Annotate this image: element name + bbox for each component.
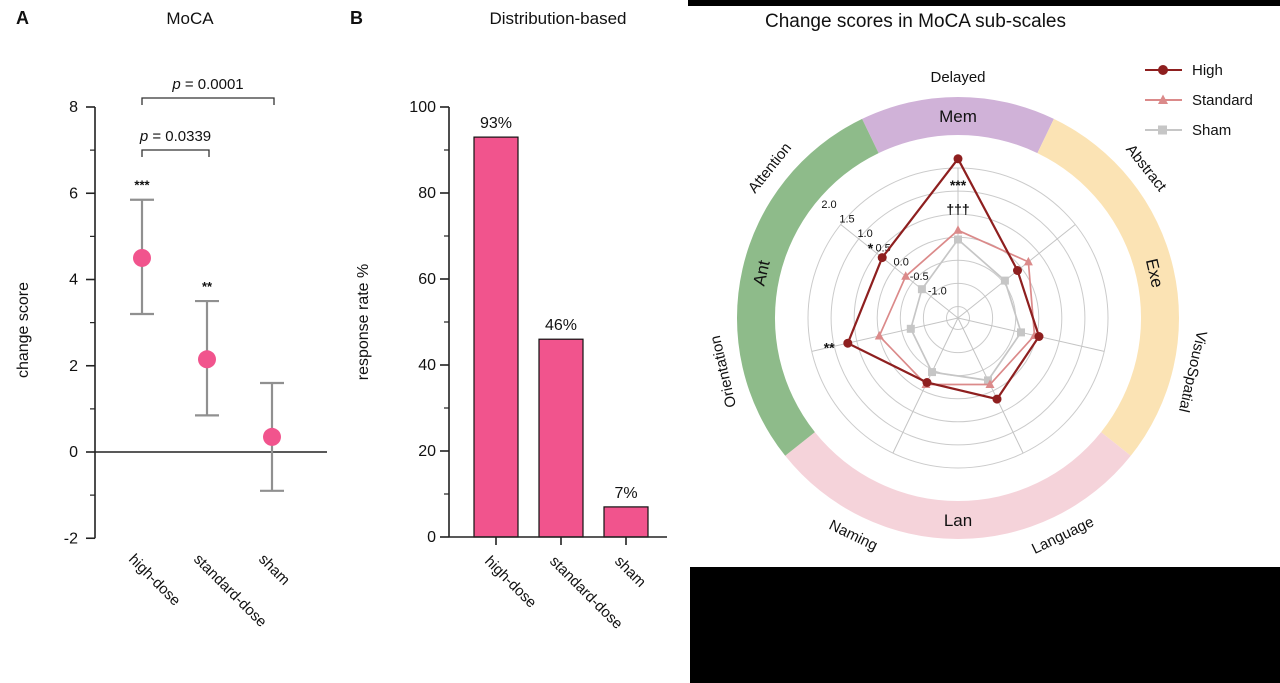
legend-label-Sham: Sham [1192,122,1231,139]
x-category-label: high-dose [481,553,540,612]
vertex-Standard-Abstract [1023,256,1033,266]
radar-series-Standard [878,229,1036,386]
comparison-bracket [141,149,210,157]
data-point-high-dose [133,248,151,267]
bar-sham [603,506,649,538]
radar-significance-***: *** [950,177,967,193]
vertex-High-Attention [877,253,887,263]
y-tick-label: 100 [409,99,436,116]
vertex-Sham-Attention [917,285,926,294]
data-point-sham [263,427,281,446]
legend-label-High: High [1192,62,1223,79]
panel-a-letter: A [16,8,29,28]
vertex-Standard-Attention [901,271,911,280]
vertex-Sham-Naming [928,368,936,377]
y-tick-label: 60 [418,271,436,288]
bar-value-label: 93% [480,115,512,132]
moca-change-score-plot: -2 0 2 4 6 8 change score p = 0.0001 p = 0.0339 *… [15,76,327,631]
vertex-High-Abstract [1013,266,1022,275]
vertex-Sham-Orientation [906,324,915,333]
vertex-Sham-Abstract [1000,276,1009,285]
bar-value-label: 7% [614,485,637,502]
radar-significance-*: * [868,240,874,256]
vertex-High-Delayed [953,154,963,164]
y-axis-title: change score [15,282,32,378]
y-tick-label: 40 [418,357,436,374]
significance-stars: *** [134,178,150,193]
radial-tick-label: -0.5 [910,271,929,283]
radar-title: Change scores in MoCA sub-scales [765,11,1066,32]
panel-a-title: MoCA [166,9,214,28]
legend-marker-High [1158,65,1168,75]
ring-segment-Exe [1037,118,1180,456]
redaction-block-bottom [690,567,1280,683]
radial-tick-label: -1.0 [928,286,947,298]
axis-label-Delayed: Delayed [930,69,985,86]
y-tick-label: 0 [69,444,78,461]
radial-tick-label: 1.0 [857,228,872,240]
vertex-Sham-Delayed [954,235,962,244]
panel-b-title: Distribution-based [489,9,627,28]
axis-spoke [840,224,959,319]
y-tick-label: -2 [64,530,78,547]
axis-spoke [957,317,1105,352]
y-axis-title: response rate % [355,264,372,381]
axis-label-VisuoSpatial: VisuoSpatial [1175,329,1210,414]
legend-label-Standard: Standard [1192,92,1253,109]
axis-spoke [811,317,959,352]
comparison-bracket [141,97,275,105]
x-category-label: sham [611,553,649,591]
y-tick-label: 0 [427,529,436,546]
ring-segment-Mem [862,97,1054,154]
bar-value-label: 46% [545,317,577,334]
ring-group-label-Mem: Mem [939,107,977,126]
ring-segment-Ant [736,118,879,456]
vertex-Sham-VisuoSpatial [1017,328,1025,337]
radial-tick-label: 1.5 [839,214,854,226]
vertex-High-VisuoSpatial [1034,332,1044,341]
radar-significance-**: ** [824,339,835,355]
p-value-label: p = 0.0001 [171,76,243,93]
bar-high-dose [473,136,519,538]
vertex-Standard-Orientation [874,331,884,340]
panel-b-letter: B [350,8,363,28]
radar-series-High [846,156,1041,401]
radial-tick-label: 0.0 [894,257,909,269]
data-point-standard-dose [198,350,216,369]
vertex-Standard-Delayed [953,225,963,234]
bar-standard-dose [538,338,584,538]
x-category-label: sham [255,551,293,589]
p-value-label: p = 0.0339 [139,128,211,145]
response-rate-bar-chart: 93% 46% 7% 0 20 40 60 80 100 response rate % high-… [355,99,667,633]
ring-group-label-Lan: Lan [944,511,972,530]
axis-label-Naming: Naming [826,517,880,555]
redaction-block-top [688,0,1280,6]
y-tick-label: 6 [69,185,78,202]
vertex-High-Orientation [843,338,853,348]
moca-subscale-radar-chart: MemExeLanAnt-1.0-0.50.00.51.01.52.0Delay… [707,62,1253,558]
y-tick-label: 80 [418,185,436,202]
radial-tick-label: 2.0 [821,199,836,211]
legend-marker-Standard [1158,94,1168,104]
ring-segment-Lan [785,432,1131,540]
legend-marker-Sham [1158,125,1167,135]
radar-series-Sham [909,238,1022,382]
y-tick-label: 2 [69,358,78,375]
radar-significance-†††: ††† [946,201,969,217]
vertex-High-Language [992,394,1002,404]
x-category-label: high-dose [125,551,184,610]
significance-stars: ** [202,279,213,294]
vertex-Sham-Language [984,376,992,385]
vertex-High-Naming [922,378,932,387]
y-tick-label: 20 [418,443,436,460]
y-tick-label: 4 [69,272,78,289]
axis-label-Orientation: Orientation [707,334,740,409]
y-tick-label: 8 [69,99,78,116]
vertex-Standard-Language [985,379,995,388]
